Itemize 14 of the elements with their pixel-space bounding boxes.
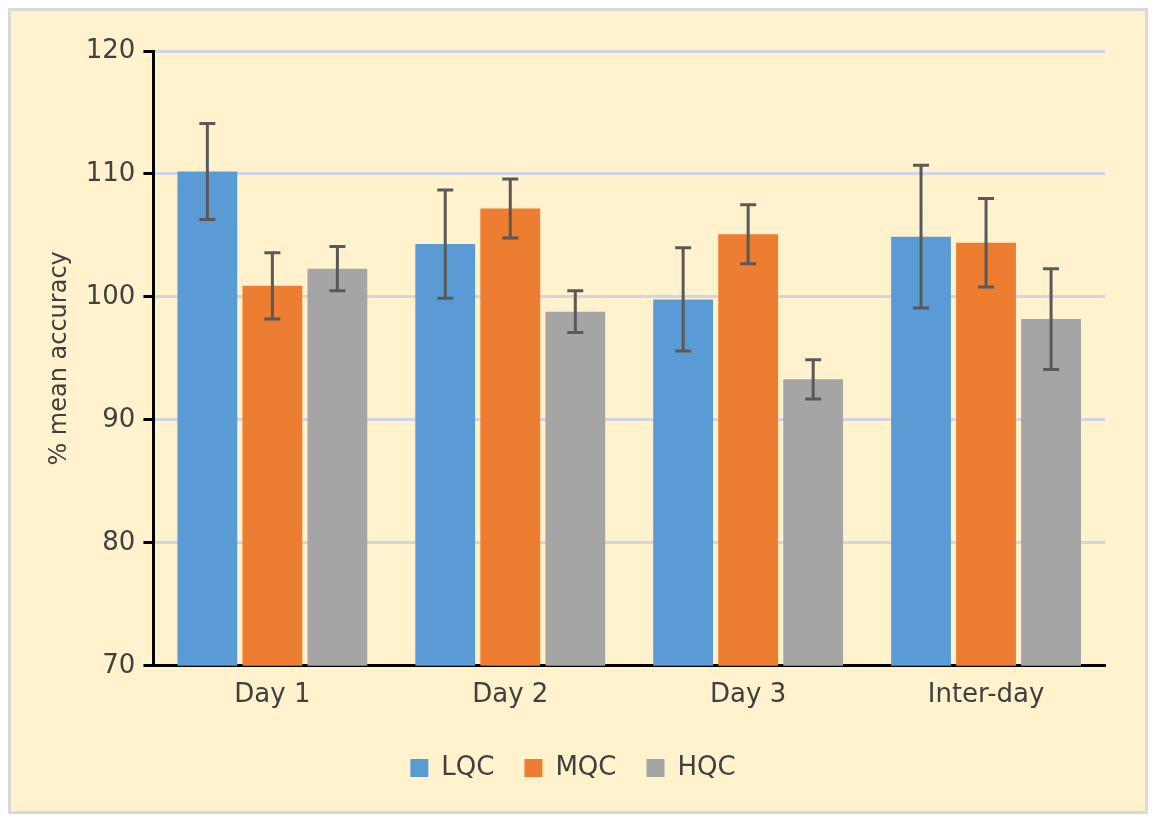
legend-label: HQC [677,750,736,781]
legend-label: LQC [441,750,495,781]
x-tick-label: Day 1 [234,678,311,709]
y-tick-label: 120 [85,33,136,64]
y-tick-label: 80 [102,525,136,556]
y-tick-label: 110 [85,156,136,187]
x-tick-label: Day 2 [472,678,549,709]
y-tick-label: 70 [102,648,136,679]
y-axis-title: % mean accuracy [43,251,72,466]
legend-label: MQC [555,750,617,781]
y-tick-label: 100 [85,279,136,310]
x-tick-label: Inter-day [927,678,1045,709]
x-tick-label: Day 3 [710,678,787,709]
y-tick-label: 90 [102,402,136,433]
